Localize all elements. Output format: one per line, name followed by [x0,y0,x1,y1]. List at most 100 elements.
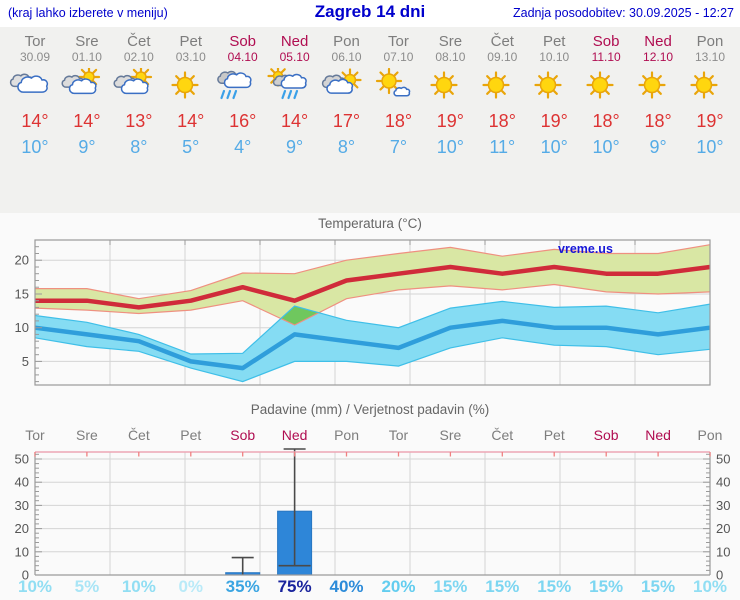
sunny-icon [526,68,582,104]
min-temperature: 5° [182,137,200,157]
precip-day-label: Tor [388,427,409,443]
precip-probability: 15% [433,577,468,596]
day-date: 02.10 [123,50,154,64]
precip-y-tick-label-left: 40 [15,475,29,490]
precip-probability: 15% [537,577,572,596]
min-temperature: 10° [696,137,724,157]
day-name: Pet [179,33,203,50]
temp-y-tick-label: 5 [22,354,29,369]
precip-y-tick-label-left: 10 [15,544,29,559]
min-temperature: 10° [21,137,49,157]
precip-probability: 10% [121,577,156,596]
precip-day-label: Čet [491,427,514,443]
day-name: Pon [333,33,360,50]
precip-probability: 10% [692,577,728,596]
day-strip: Tor 30.09 14° 10° Sre 01.10 14° 9° Čet 02.10 13° 8°… [0,27,740,213]
max-temperature: 16° [229,111,257,131]
precip-y-tick-label-left: 50 [15,452,29,467]
day-date: 13.10 [694,50,726,64]
precip-y-tick-label-right: 0 [716,568,723,583]
precip-day-label: Tor [25,427,45,443]
precipitation-day-labels: Tor Sre Čet Pet Sob Ned Pon Tor Sre Čet Pet Sob Ned P… [0,427,740,445]
precipitation-chart: 0 0 10 10 20 20 30 30 40 40 50 50 [0,446,740,582]
day-date: 11.10 [591,50,621,64]
day-name: Sob [229,33,257,50]
precipitation-plot: 0 0 10 10 20 20 30 30 40 40 50 50 [15,448,730,583]
day-date: 04.10 [227,50,258,64]
max-temperature: 19° [540,111,568,131]
sunny-icon [474,68,530,104]
day-column: Čet 02.10 13° 8° [111,27,167,160]
day-date: 30.09 [19,50,51,64]
day-column: Tor 07.10 18° 7° [370,27,426,160]
precipitation-probability-row: 10% 5% 10% 0% 35% 75% 40% 20% 15% 15% 15% 15% 15% 10% [0,576,740,598]
precip-day-label: Sre [76,427,98,443]
precip-day-label: Sob [230,427,256,443]
day-name: Sre [75,33,99,50]
day-date: 03.10 [175,50,206,64]
cloud-sun-icon [319,68,375,104]
precip-y-tick-label-right: 40 [716,475,730,490]
day-date: 05.10 [279,50,310,64]
day-date: 08.10 [435,50,466,64]
day-name: Tor [388,33,409,50]
max-temperature: 19° [696,111,724,131]
day-column: Sob 04.10 16° 4° [215,27,271,160]
min-temperature: 7° [389,137,408,157]
temperature-plot: 5 10 15 20 vreme.us [15,239,711,386]
min-temperature: 10° [436,137,464,157]
precip-day-label: Pet [180,427,202,443]
sun-small-cloud-icon [370,68,426,104]
sunny-icon [682,68,738,104]
temperature-chart: 5 10 15 20 vreme.us [0,232,740,392]
day-column: Tor 30.09 14° 10° [7,27,63,160]
day-column: Pet 03.10 14° 5° [163,27,219,160]
day-date: 07.10 [383,50,414,64]
day-column: Sre 08.10 19° 10° [422,27,478,160]
precip-y-tick-label-right: 50 [716,452,730,467]
sunny-icon [422,68,478,104]
sun-clouds-icon [111,68,167,104]
sunny-icon [578,68,634,104]
precip-day-label: Ned [281,427,308,443]
max-temperature: 14° [73,111,101,131]
day-column: Sre 01.10 14° 9° [59,27,115,160]
precip-day-label: Sob [593,427,619,443]
precip-y-tick-label-left: 0 [22,568,29,583]
min-temperature: 10° [592,137,620,157]
day-date: 12.10 [643,50,674,64]
sunny-icon [630,68,686,104]
watermark: vreme.us [558,242,613,256]
min-temperature: 8° [130,137,148,157]
min-temperature: 4° [234,137,252,157]
day-column: Čet 09.10 18° 11° [474,27,530,160]
precip-y-tick-label-left: 20 [15,521,29,536]
header: (kraj lahko izberete v meniju) Zagreb 14… [0,0,740,27]
page-title: Zagreb 14 dni [314,2,426,21]
cloudy-icon [7,68,63,104]
day-date: 10.10 [539,50,570,64]
day-name: Sob [592,33,620,50]
precip-probability: 5% [74,577,100,596]
precip-day-label: Pon [334,427,359,443]
max-temperature: 18° [488,111,516,131]
min-temperature: 9° [286,137,304,157]
precip-probability: 15% [589,577,624,596]
max-temperature: 13° [125,111,153,131]
day-column: Sob 11.10 18° 10° [578,27,634,160]
sun-clouds-icon [59,68,115,104]
day-name: Ned [280,33,309,50]
day-name: Ned [644,33,672,50]
precip-probability: 15% [641,577,676,596]
precip-day-label: Čet [127,427,150,443]
last-update-label: Zadnja posodobitev: 30.09.2025 - 12:27 [512,6,734,20]
day-name: Pon [696,33,724,50]
max-temp-line [35,264,711,310]
temp-y-tick-label: 15 [15,287,29,302]
day-column: Ned 12.10 18° 9° [630,27,686,160]
precipitation-chart-title: Padavine (mm) / Verjetnost padavin (%) [250,402,490,417]
precip-y-tick-label-left: 30 [15,498,29,513]
sunny-icon [163,68,219,104]
day-name: Čet [490,33,514,50]
day-date: 06.10 [331,50,362,64]
